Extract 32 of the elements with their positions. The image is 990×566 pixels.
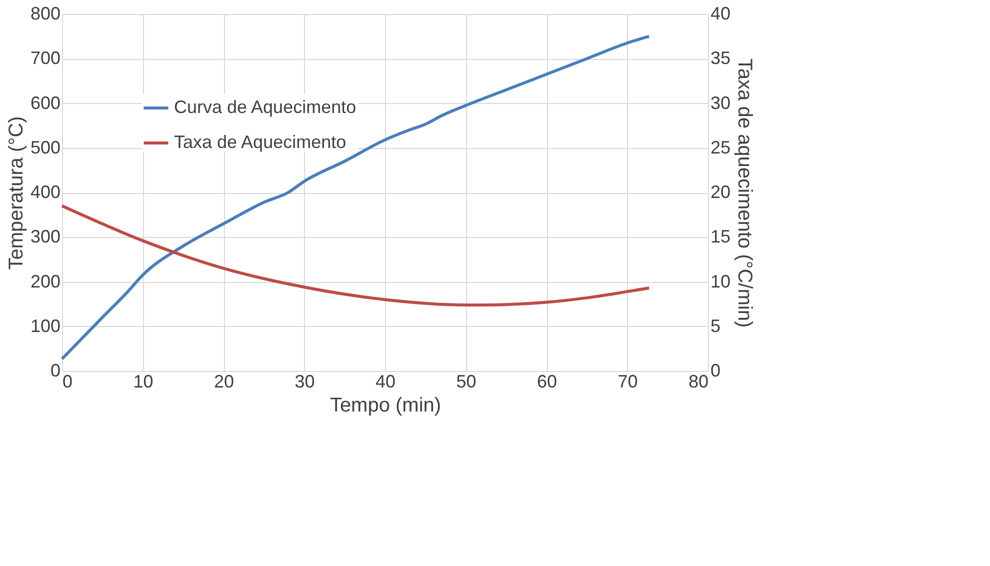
x-tick-label: 40 bbox=[375, 372, 396, 392]
y-tick-label: 300 bbox=[30, 226, 60, 247]
y2-tick-label: 30 bbox=[710, 92, 731, 113]
x-tick-label: 50 bbox=[456, 372, 476, 392]
y-tick-label: 100 bbox=[30, 316, 60, 336]
x-tick-label: 10 bbox=[133, 372, 154, 392]
y-tick-label: 500 bbox=[30, 137, 60, 158]
y-tick-label: 200 bbox=[30, 271, 60, 292]
line-series bbox=[60, 34, 651, 360]
y-tick-label: 600 bbox=[30, 92, 60, 113]
y2-tick-label: 15 bbox=[710, 226, 731, 247]
x-tick-label: 60 bbox=[536, 372, 558, 392]
line-series bbox=[60, 204, 651, 306]
x-tick-label: 80 bbox=[688, 372, 708, 392]
y2-tick-label: 35 bbox=[710, 48, 731, 68]
y2-axis-title: Taxa de aquecimento (°C/min) bbox=[734, 58, 756, 328]
y2-tick-label: 5 bbox=[710, 316, 721, 336]
y2-tick-label: 10 bbox=[710, 271, 731, 292]
x-axis-title: Tempo (min) bbox=[330, 394, 442, 416]
y-tick-label: 700 bbox=[30, 48, 60, 68]
x-tick-label: 20 bbox=[214, 372, 234, 392]
y2-tick-label: 20 bbox=[710, 182, 731, 202]
x-tick-label: 70 bbox=[618, 372, 638, 392]
x-tick-label: 0 bbox=[62, 372, 73, 392]
y-tick-label: 800 bbox=[30, 4, 60, 24]
x-tick-label: 30 bbox=[294, 372, 315, 392]
legend-label: Curva de Aquecimento bbox=[174, 97, 356, 117]
y-axis-title: Temperatura (°C) bbox=[5, 116, 28, 270]
y-tick-label: 400 bbox=[30, 182, 60, 202]
legend-label: Taxa de Aquecimento bbox=[174, 132, 346, 152]
y2-tick-label: 40 bbox=[710, 4, 731, 24]
y2-tick-label: 25 bbox=[710, 137, 731, 158]
